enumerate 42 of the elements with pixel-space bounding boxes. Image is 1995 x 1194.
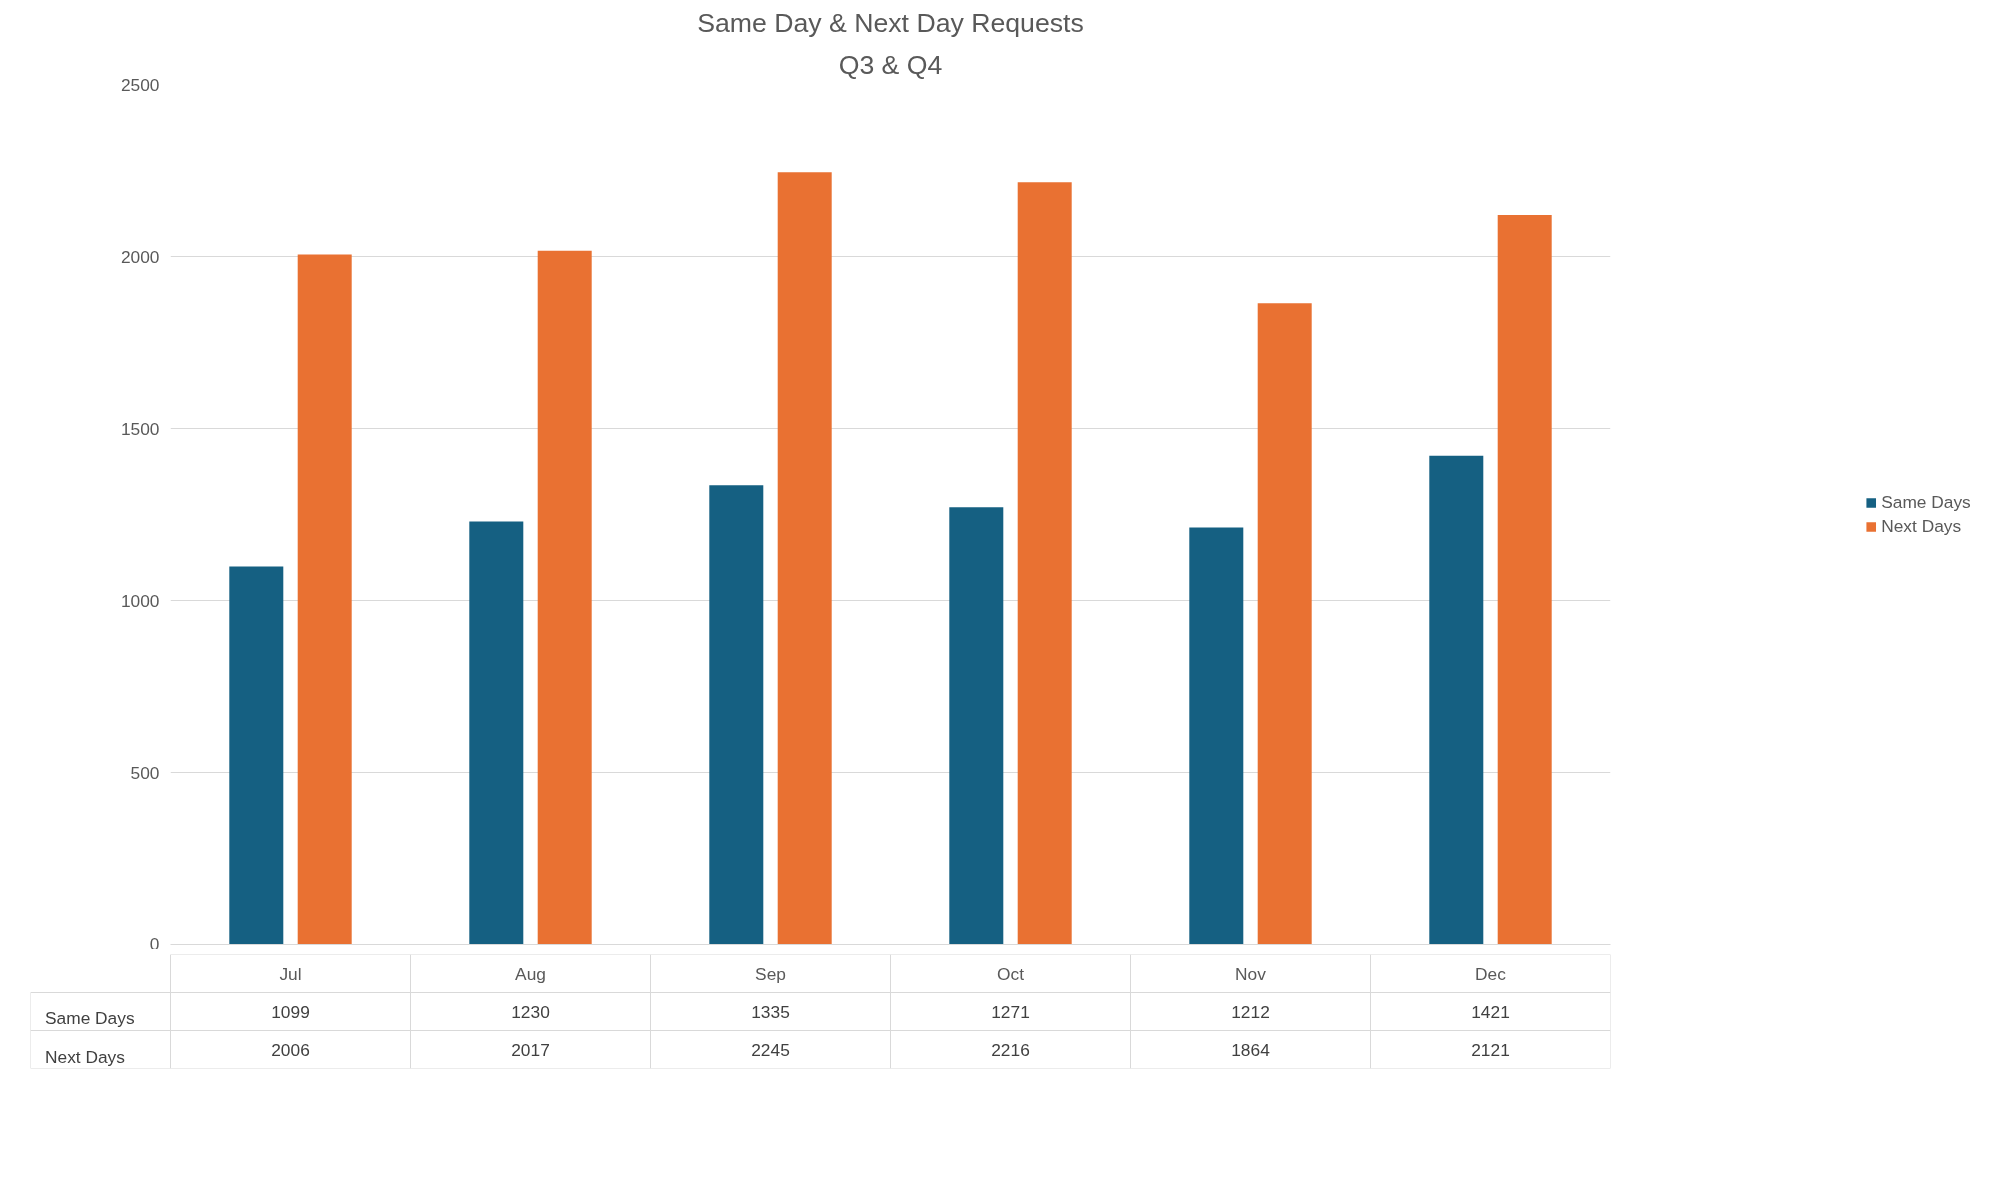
bar (297, 254, 352, 945)
bar (1189, 527, 1244, 945)
bar (1257, 303, 1312, 945)
data-label: 2006 (271, 1039, 310, 1060)
x-tick-label: Jul (279, 963, 302, 984)
bar (1429, 455, 1484, 945)
data-label: 2017 (511, 1039, 550, 1060)
legend-label: Same Days (1881, 491, 1971, 513)
x-tick-label: Sep (755, 963, 786, 984)
legend-label: Next Days (1881, 515, 1962, 537)
y-tick-label: 500 (130, 762, 160, 783)
bar (1017, 182, 1072, 945)
bar (949, 507, 1004, 945)
data-label: 1271 (991, 1001, 1030, 1022)
x-tick-label: Nov (1235, 963, 1267, 984)
data-label: 2121 (1471, 1039, 1510, 1060)
data-label: 1230 (511, 1001, 550, 1022)
bar (1497, 214, 1552, 945)
y-tick-label: 2000 (120, 246, 160, 267)
bar (709, 485, 764, 945)
x-tick-label: Aug (515, 963, 546, 984)
y-tick-label: 2500 (120, 74, 160, 95)
chart-subtitle: Q3 & Q4 (838, 49, 943, 80)
bar (469, 521, 524, 945)
data-label: 1212 (1231, 1001, 1270, 1022)
y-tick-label: 0 (149, 933, 160, 954)
text: Next Days (45, 1047, 125, 1067)
data-label: 2216 (991, 1039, 1030, 1060)
data-label: 1099 (271, 1001, 310, 1022)
y-tick-label: 1500 (120, 418, 160, 439)
bar (537, 250, 592, 945)
bar (777, 172, 832, 945)
x-tick-label: Dec (1475, 963, 1507, 984)
bar (229, 566, 284, 945)
data-label: 1864 (1231, 1039, 1271, 1060)
chart-title: Same Day & Next Day Requests (697, 7, 1084, 38)
x-tick-label: Oct (997, 963, 1025, 984)
text: Same Days (45, 1008, 135, 1028)
data-label: 1335 (751, 1001, 790, 1022)
data-label: 1421 (1471, 1001, 1510, 1022)
data-label: 2245 (751, 1039, 790, 1060)
y-tick-label: 1000 (120, 590, 160, 611)
